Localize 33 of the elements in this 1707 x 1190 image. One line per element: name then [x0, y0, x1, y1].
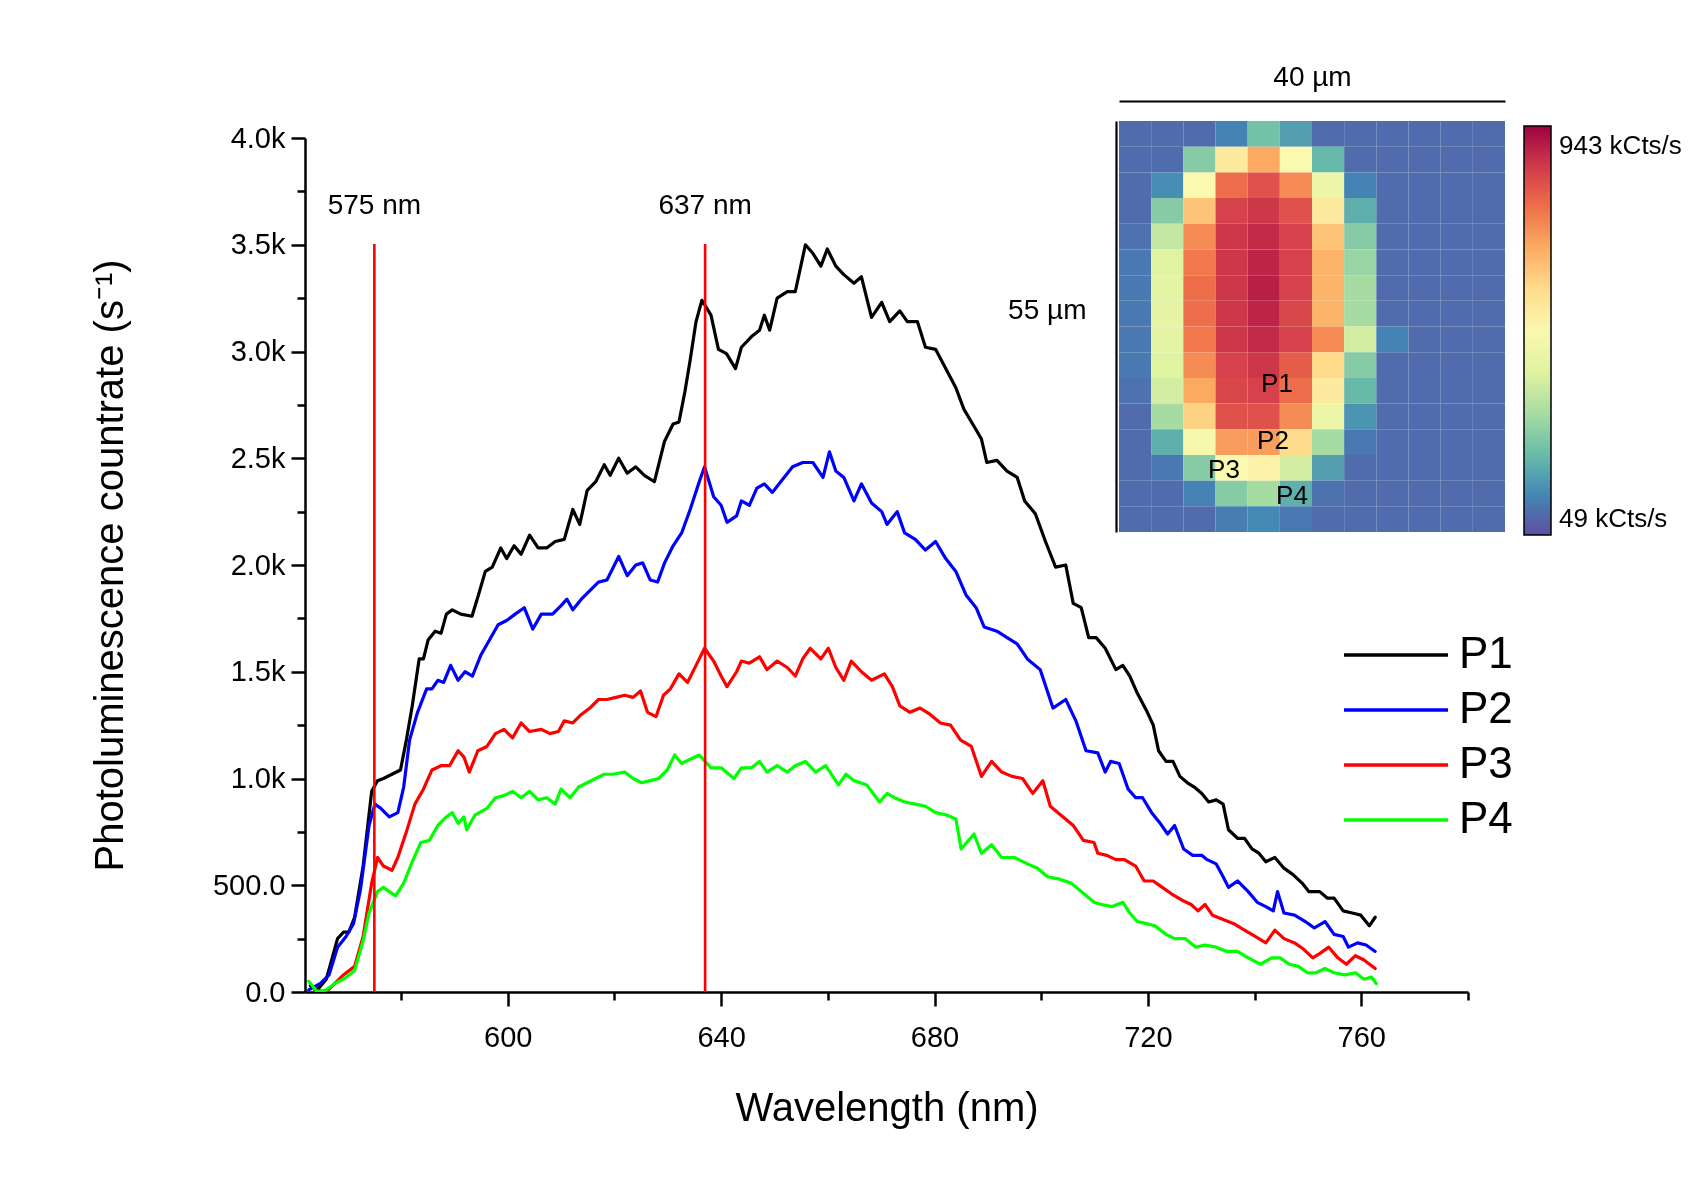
color-bar-label: 943 kCts/s [1559, 129, 1682, 160]
ref-line-label: 637 nm [658, 189, 752, 220]
ref-line-label: 575 nm [327, 189, 422, 220]
legend-label: P3 [1459, 738, 1513, 787]
y-tick-label: 1.0k [230, 762, 286, 794]
line-series [308, 243, 1377, 992]
y-tick-label: 3.5k [230, 228, 286, 261]
line-series [307, 450, 1377, 992]
color-bar-label: 49 kCts/s [1559, 502, 1668, 533]
y-axis-title: 55 µm [1008, 294, 1087, 325]
y-tick-label: 2.5k [230, 441, 286, 474]
y-tick-label: 1.5k [230, 655, 286, 688]
annotation: P2 [1257, 425, 1289, 455]
x-tick-label: 680 [910, 1020, 960, 1053]
x-tick-label: 760 [1337, 1020, 1386, 1053]
x-tick-label: 600 [484, 1020, 533, 1053]
x-tick-label: 720 [1124, 1020, 1173, 1053]
annotation: P1 [1261, 368, 1293, 398]
legend-label: P1 [1459, 628, 1513, 677]
y-tick-label: 2.0k [230, 548, 286, 581]
x-axis-title: Wavelength (nm) [735, 1084, 1039, 1129]
y-axis-title: Photoluminescence countrate (s⁻¹) [86, 259, 131, 872]
legend-label: P4 [1459, 793, 1513, 842]
y-tick-label: 4.0k [230, 121, 286, 154]
annotation: P4 [1276, 480, 1308, 510]
line-series [307, 753, 1378, 992]
legend-label: P2 [1459, 683, 1513, 732]
annotation: P3 [1208, 454, 1240, 484]
x-tick-label: 640 [697, 1020, 746, 1053]
x-axis-title: 40 µm [1273, 60, 1352, 92]
y-tick-label: 0.0 [245, 975, 286, 1008]
y-tick-label: 500.0 [212, 868, 286, 901]
y-tick-label: 3.0k [230, 335, 286, 367]
